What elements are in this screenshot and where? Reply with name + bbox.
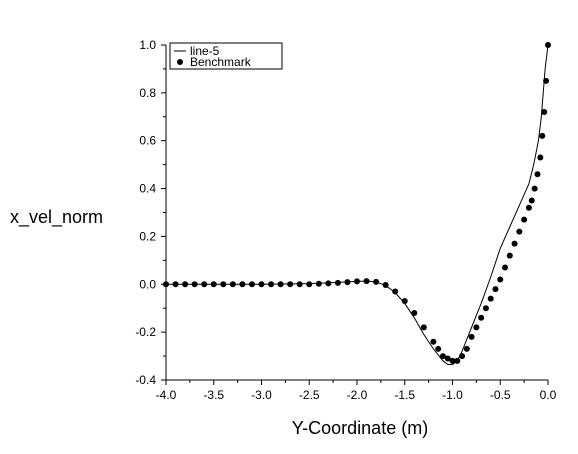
benchmark-point	[334, 279, 341, 286]
benchmark-point	[325, 280, 332, 287]
benchmark-point	[497, 276, 504, 283]
x-tick-label: -1.5	[394, 388, 415, 402]
benchmark-point	[534, 171, 541, 178]
benchmark-point	[401, 298, 408, 305]
benchmark-point	[449, 357, 456, 364]
benchmark-point	[487, 295, 494, 302]
benchmark-point	[354, 278, 360, 285]
x-tick-label: -2.5	[299, 388, 320, 402]
benchmark-point	[420, 324, 427, 331]
benchmark-point	[459, 353, 466, 360]
x-tick-label: 0.0	[540, 388, 557, 402]
tick-labels: -4.0 -3.5 -3.0 -2.5 -2.0 -1.5 -1.0 -0.5 0.0 -0.4 -…	[135, 38, 556, 402]
benchmark-point	[258, 281, 265, 288]
series-line-line-5	[166, 44, 549, 365]
benchmark-point	[444, 355, 451, 362]
benchmark-point	[220, 281, 227, 288]
benchmark-point	[528, 197, 535, 204]
legend-marker-swatch	[177, 59, 183, 65]
benchmark-point	[516, 228, 523, 235]
benchmark-point	[392, 288, 399, 295]
benchmark-point	[296, 281, 303, 288]
y-axis-label: x_vel_norm	[10, 207, 103, 228]
x-tick-label: -0.5	[490, 388, 511, 402]
x-tick-label: -3.0	[251, 388, 272, 402]
benchmark-point	[543, 77, 550, 84]
benchmark-point	[492, 286, 499, 293]
benchmark-point	[163, 281, 169, 288]
benchmark-point	[306, 281, 313, 288]
benchmark-point	[430, 338, 437, 345]
benchmark-point	[229, 281, 236, 288]
benchmark-point	[248, 281, 255, 288]
benchmark-point	[268, 281, 275, 288]
benchmark-point	[191, 281, 198, 288]
y-tick-label: 0.0	[139, 277, 156, 291]
benchmark-point	[506, 252, 513, 259]
benchmark-point	[172, 281, 179, 288]
benchmark-point	[287, 281, 294, 288]
benchmark-point	[463, 345, 470, 352]
benchmark-point	[363, 278, 370, 285]
benchmark-point	[473, 324, 480, 331]
benchmark-point	[521, 216, 528, 223]
benchmark-point	[344, 279, 351, 286]
benchmark-point	[537, 154, 544, 161]
y-tick-label: 1.0	[139, 38, 156, 52]
benchmark-point	[511, 240, 518, 247]
benchmark-point	[478, 314, 485, 321]
benchmark-point	[525, 204, 532, 211]
x-tick-label: -4.0	[156, 388, 177, 402]
x-tick-label: -2.0	[347, 388, 368, 402]
benchmark-point	[182, 281, 189, 288]
legend-label: line-5	[190, 44, 220, 58]
benchmark-point	[239, 281, 246, 288]
benchmark-point	[541, 109, 548, 115]
y-tick-label: -0.4	[135, 373, 156, 387]
axes	[165, 45, 548, 381]
benchmark-point	[454, 357, 461, 364]
x-axis-label: Y-Coordinate (m)	[292, 418, 428, 438]
y-tick-label: 0.8	[139, 86, 156, 100]
benchmark-point	[382, 282, 389, 289]
benchmark-point	[373, 278, 380, 285]
benchmark-point	[439, 353, 446, 360]
tick-marks	[161, 44, 549, 385]
benchmark-point	[411, 310, 418, 316]
y-tick-label: 0.4	[139, 182, 156, 196]
y-tick-label: -0.2	[135, 325, 156, 339]
benchmark-point	[315, 280, 322, 287]
y-tick-label: 0.2	[139, 229, 156, 243]
legend-label: Benchmark	[190, 55, 252, 69]
benchmark-point	[277, 281, 284, 288]
benchmark-point	[539, 132, 546, 139]
x-tick-label: -3.5	[203, 388, 224, 402]
benchmark-point	[531, 185, 538, 192]
benchmark-point	[210, 281, 217, 288]
benchmark-point	[482, 305, 489, 312]
series-layer	[163, 42, 551, 365]
legend-box	[169, 42, 283, 70]
benchmark-point	[502, 264, 509, 271]
benchmark-point	[545, 42, 551, 48]
benchmark-point	[435, 345, 442, 352]
y-tick-label: 0.6	[139, 134, 156, 148]
benchmark-point	[468, 333, 475, 340]
x-tick-label: -1.0	[442, 388, 463, 402]
benchmark-point	[201, 281, 208, 288]
